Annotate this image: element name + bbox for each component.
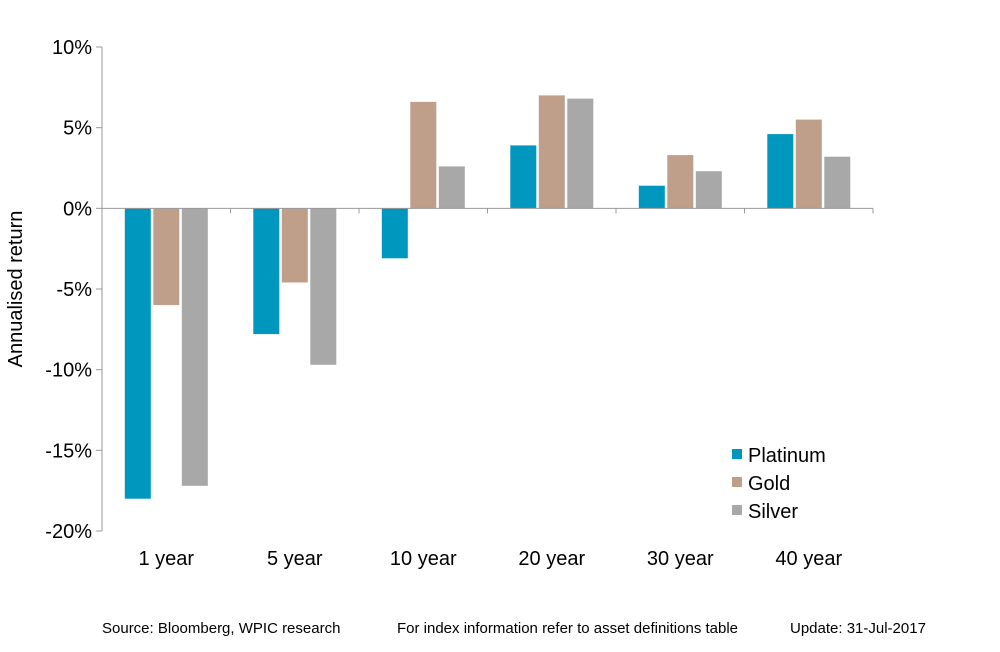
- bar-platinum-2: [253, 208, 280, 335]
- bar-gold-3: [410, 101, 437, 209]
- legend-swatch-silver: [732, 505, 742, 515]
- y-tick-label: 0%: [63, 198, 92, 220]
- footer-update: Update: 31-Jul-2017: [790, 620, 926, 637]
- bar-gold-1: [153, 208, 180, 306]
- bar-gold-5: [667, 155, 694, 209]
- bar-gold-2: [281, 208, 308, 283]
- category-label: 40 year: [775, 548, 842, 570]
- bar-silver-5: [695, 171, 722, 209]
- legend-label-platinum: Platinum: [748, 445, 826, 467]
- bar-gold-4: [538, 95, 565, 209]
- legend-swatch-gold: [732, 477, 742, 487]
- x-axis-ticks: [101, 208, 874, 214]
- bar-platinum-6: [767, 134, 794, 209]
- bar-silver-2: [310, 208, 337, 365]
- footer-source: Source: Bloomberg, WPIC research: [102, 620, 341, 637]
- y-tick-label: 10%: [52, 37, 92, 59]
- y-tick-label: -20%: [45, 521, 92, 543]
- bar-platinum-1: [124, 208, 151, 499]
- bar-silver-3: [438, 166, 465, 209]
- legend-label-gold: Gold: [748, 473, 790, 495]
- bar-platinum-4: [510, 145, 537, 209]
- bars-layer: [124, 95, 851, 499]
- y-tick-label: 5%: [63, 118, 92, 140]
- category-label: 1 year: [138, 548, 194, 570]
- category-label: 30 year: [647, 548, 714, 570]
- y-tick-label: -10%: [45, 360, 92, 382]
- category-label: 5 year: [267, 548, 323, 570]
- category-label: 10 year: [390, 548, 457, 570]
- bar-silver-1: [181, 208, 208, 486]
- category-label: 20 year: [518, 548, 585, 570]
- y-tick-label: -5%: [56, 279, 92, 301]
- category-labels: 1 year 5 year 10 year 20 year 30 year 40 year: [138, 548, 842, 570]
- y-axis-label: Annualised return: [5, 211, 27, 368]
- bar-platinum-5: [638, 185, 665, 209]
- bar-gold-6: [795, 119, 822, 209]
- y-axis-ticks: 10% 5% 0% -5% -10% -15% -20%: [45, 37, 102, 543]
- bar-silver-6: [824, 156, 851, 209]
- bar-silver-4: [567, 98, 594, 209]
- y-tick-label: -15%: [45, 440, 92, 462]
- footer-note: For index information refer to asset def…: [397, 620, 739, 637]
- legend-swatch-platinum: [732, 449, 742, 459]
- bar-platinum-3: [381, 208, 408, 259]
- legend-label-silver: Silver: [748, 501, 798, 523]
- legend: Platinum Gold Silver: [732, 445, 826, 523]
